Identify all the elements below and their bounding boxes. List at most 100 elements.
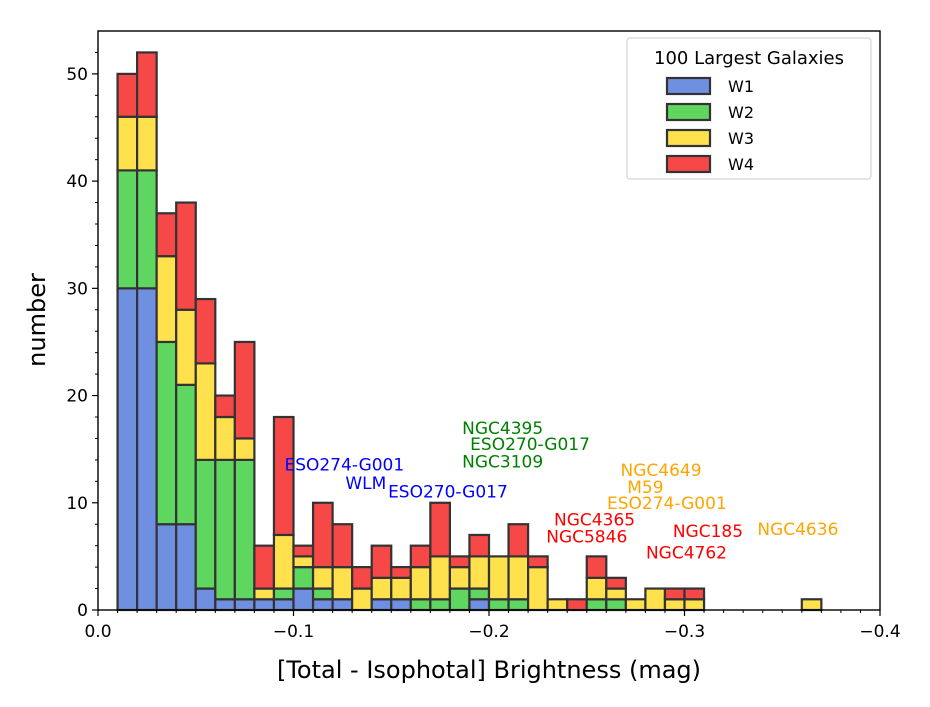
y-axis: 0 10 20 30 40 50 <box>66 51 98 621</box>
bar-w2-bin-24 <box>585 598 608 612</box>
bar-w2-bin-5 <box>214 458 236 601</box>
bar-w3-bin-10 <box>311 566 334 590</box>
bar-w3-bin-2 <box>155 255 178 344</box>
bar-w2-bin-9 <box>292 566 315 590</box>
x-tick-label: 0.0 <box>84 622 111 642</box>
bar-w4-bin-25 <box>605 576 627 590</box>
bar-w4-bin-3 <box>175 201 197 311</box>
bar-w4-bin-15 <box>409 544 432 569</box>
bar-w4-bin-14 <box>390 566 412 579</box>
y-tick-label: 0 <box>77 601 88 621</box>
annotation-label: NGC4762 <box>646 544 727 564</box>
legend: 100 Largest Galaxies W1 W2 W3 W4 <box>626 37 872 180</box>
legend-label-w3: W3 <box>728 129 754 148</box>
bar-w3-bin-27 <box>644 587 667 612</box>
bar-w4-bin-4 <box>194 297 217 365</box>
annotation-label: WLM <box>345 474 386 494</box>
annotation-label: ESO274-G001 <box>284 456 404 476</box>
annotation-label: NGC3109 <box>462 452 543 472</box>
annotation-label: NGC185 <box>673 522 743 542</box>
bar-w3-bin-13 <box>370 576 393 601</box>
x-axis-title: [Total - Isophotal] Brightness (mag) <box>277 656 701 684</box>
bar-w4-bin-7 <box>253 544 276 590</box>
bar-w4-bin-12 <box>351 566 373 590</box>
bar-w3-bin-18 <box>468 555 491 590</box>
bar-w1-bin-1 <box>136 287 158 612</box>
bar-w4-bin-16 <box>429 501 452 558</box>
bar-w3-bin-15 <box>409 566 432 601</box>
bar-w4-bin-11 <box>331 523 354 569</box>
bar-w4-bin-23 <box>566 598 588 612</box>
bar-w2-bin-20 <box>507 598 530 612</box>
legend-entries: W1 W2 W3 W4 <box>665 76 754 174</box>
bar-w1-bin-4 <box>194 587 217 612</box>
annotation-label: ESO270-G017 <box>470 435 590 455</box>
bar-w4-bin-28 <box>663 587 686 601</box>
legend-label-w1: W1 <box>728 77 754 96</box>
bar-w3-bin-1 <box>136 115 158 172</box>
bar-w3-bin-6 <box>233 437 256 461</box>
bar-w2-bin-15 <box>409 598 432 612</box>
bar-w4-bin-10 <box>311 501 334 569</box>
bar-w1-bin-3 <box>175 523 197 612</box>
bar-w2-bin-2 <box>155 340 178 526</box>
bar-w2-bin-17 <box>448 587 471 612</box>
legend-swatch-w1 <box>665 76 712 96</box>
annotation-label: NGC4636 <box>757 520 838 540</box>
annotation-label: NGC4649 <box>621 461 702 481</box>
legend-swatch-w2 <box>665 102 712 122</box>
bar-w1-bin-9 <box>292 587 315 612</box>
bar-w2-bin-16 <box>429 598 452 612</box>
bar-w2-bin-0 <box>116 169 139 290</box>
y-tick-label: 20 <box>66 387 88 407</box>
legend-label-w2: W2 <box>728 103 754 122</box>
bar-w3-bin-5 <box>214 415 236 461</box>
bar-w2-bin-18 <box>468 587 491 601</box>
x-tick-label: −0.3 <box>664 622 705 642</box>
bar-w4-bin-20 <box>507 523 530 558</box>
bar-w3-bin-8 <box>272 533 295 590</box>
bar-w3-bin-25 <box>605 587 627 601</box>
bar-w4-bin-5 <box>214 394 236 419</box>
legend-title: 100 Largest Galaxies <box>654 48 844 69</box>
y-tick-label: 50 <box>66 65 88 85</box>
bar-w2-bin-4 <box>194 458 217 590</box>
bar-w3-bin-0 <box>116 115 139 172</box>
y-axis-title: number <box>23 273 51 367</box>
bar-w3-bin-17 <box>448 566 471 590</box>
bar-w2-bin-8 <box>272 587 295 601</box>
bar-w4-bin-1 <box>136 51 158 118</box>
legend-label-w4: W4 <box>728 155 754 174</box>
x-tick-label: −0.2 <box>468 622 509 642</box>
bar-w2-bin-6 <box>233 458 256 601</box>
bar-w3-bin-29 <box>683 598 706 612</box>
bar-w1-bin-8 <box>272 598 295 612</box>
legend-swatch-w4 <box>665 154 712 174</box>
histogram-bars <box>116 51 823 612</box>
bar-w1-bin-10 <box>311 598 334 612</box>
bar-w2-bin-3 <box>175 383 197 526</box>
legend-swatch-w3 <box>665 128 712 148</box>
bar-w1-bin-2 <box>155 523 178 612</box>
y-tick-label: 10 <box>66 494 88 514</box>
bar-w4-bin-17 <box>448 555 471 569</box>
annotation-label: M59 <box>627 478 663 498</box>
x-tick-label: −0.1 <box>273 622 314 642</box>
annotation-label: NGC4365 <box>554 510 635 530</box>
annotation-label: ESO270-G017 <box>388 482 508 502</box>
y-tick-label: 40 <box>66 172 88 192</box>
annotation-label: ESO274-G001 <box>607 494 727 514</box>
bar-w2-bin-10 <box>311 587 334 601</box>
bar-w4-bin-2 <box>155 212 178 258</box>
bar-w3-bin-16 <box>429 555 452 601</box>
bar-w3-bin-3 <box>175 308 197 386</box>
bar-w4-bin-18 <box>468 533 491 558</box>
bar-w3-bin-21 <box>526 566 549 612</box>
bar-w4-bin-24 <box>585 555 608 579</box>
bar-w4-bin-0 <box>116 72 139 118</box>
annotation-label: NGC4395 <box>462 419 543 439</box>
bar-w1-bin-6 <box>233 598 256 612</box>
bar-w1-bin-18 <box>468 598 491 612</box>
